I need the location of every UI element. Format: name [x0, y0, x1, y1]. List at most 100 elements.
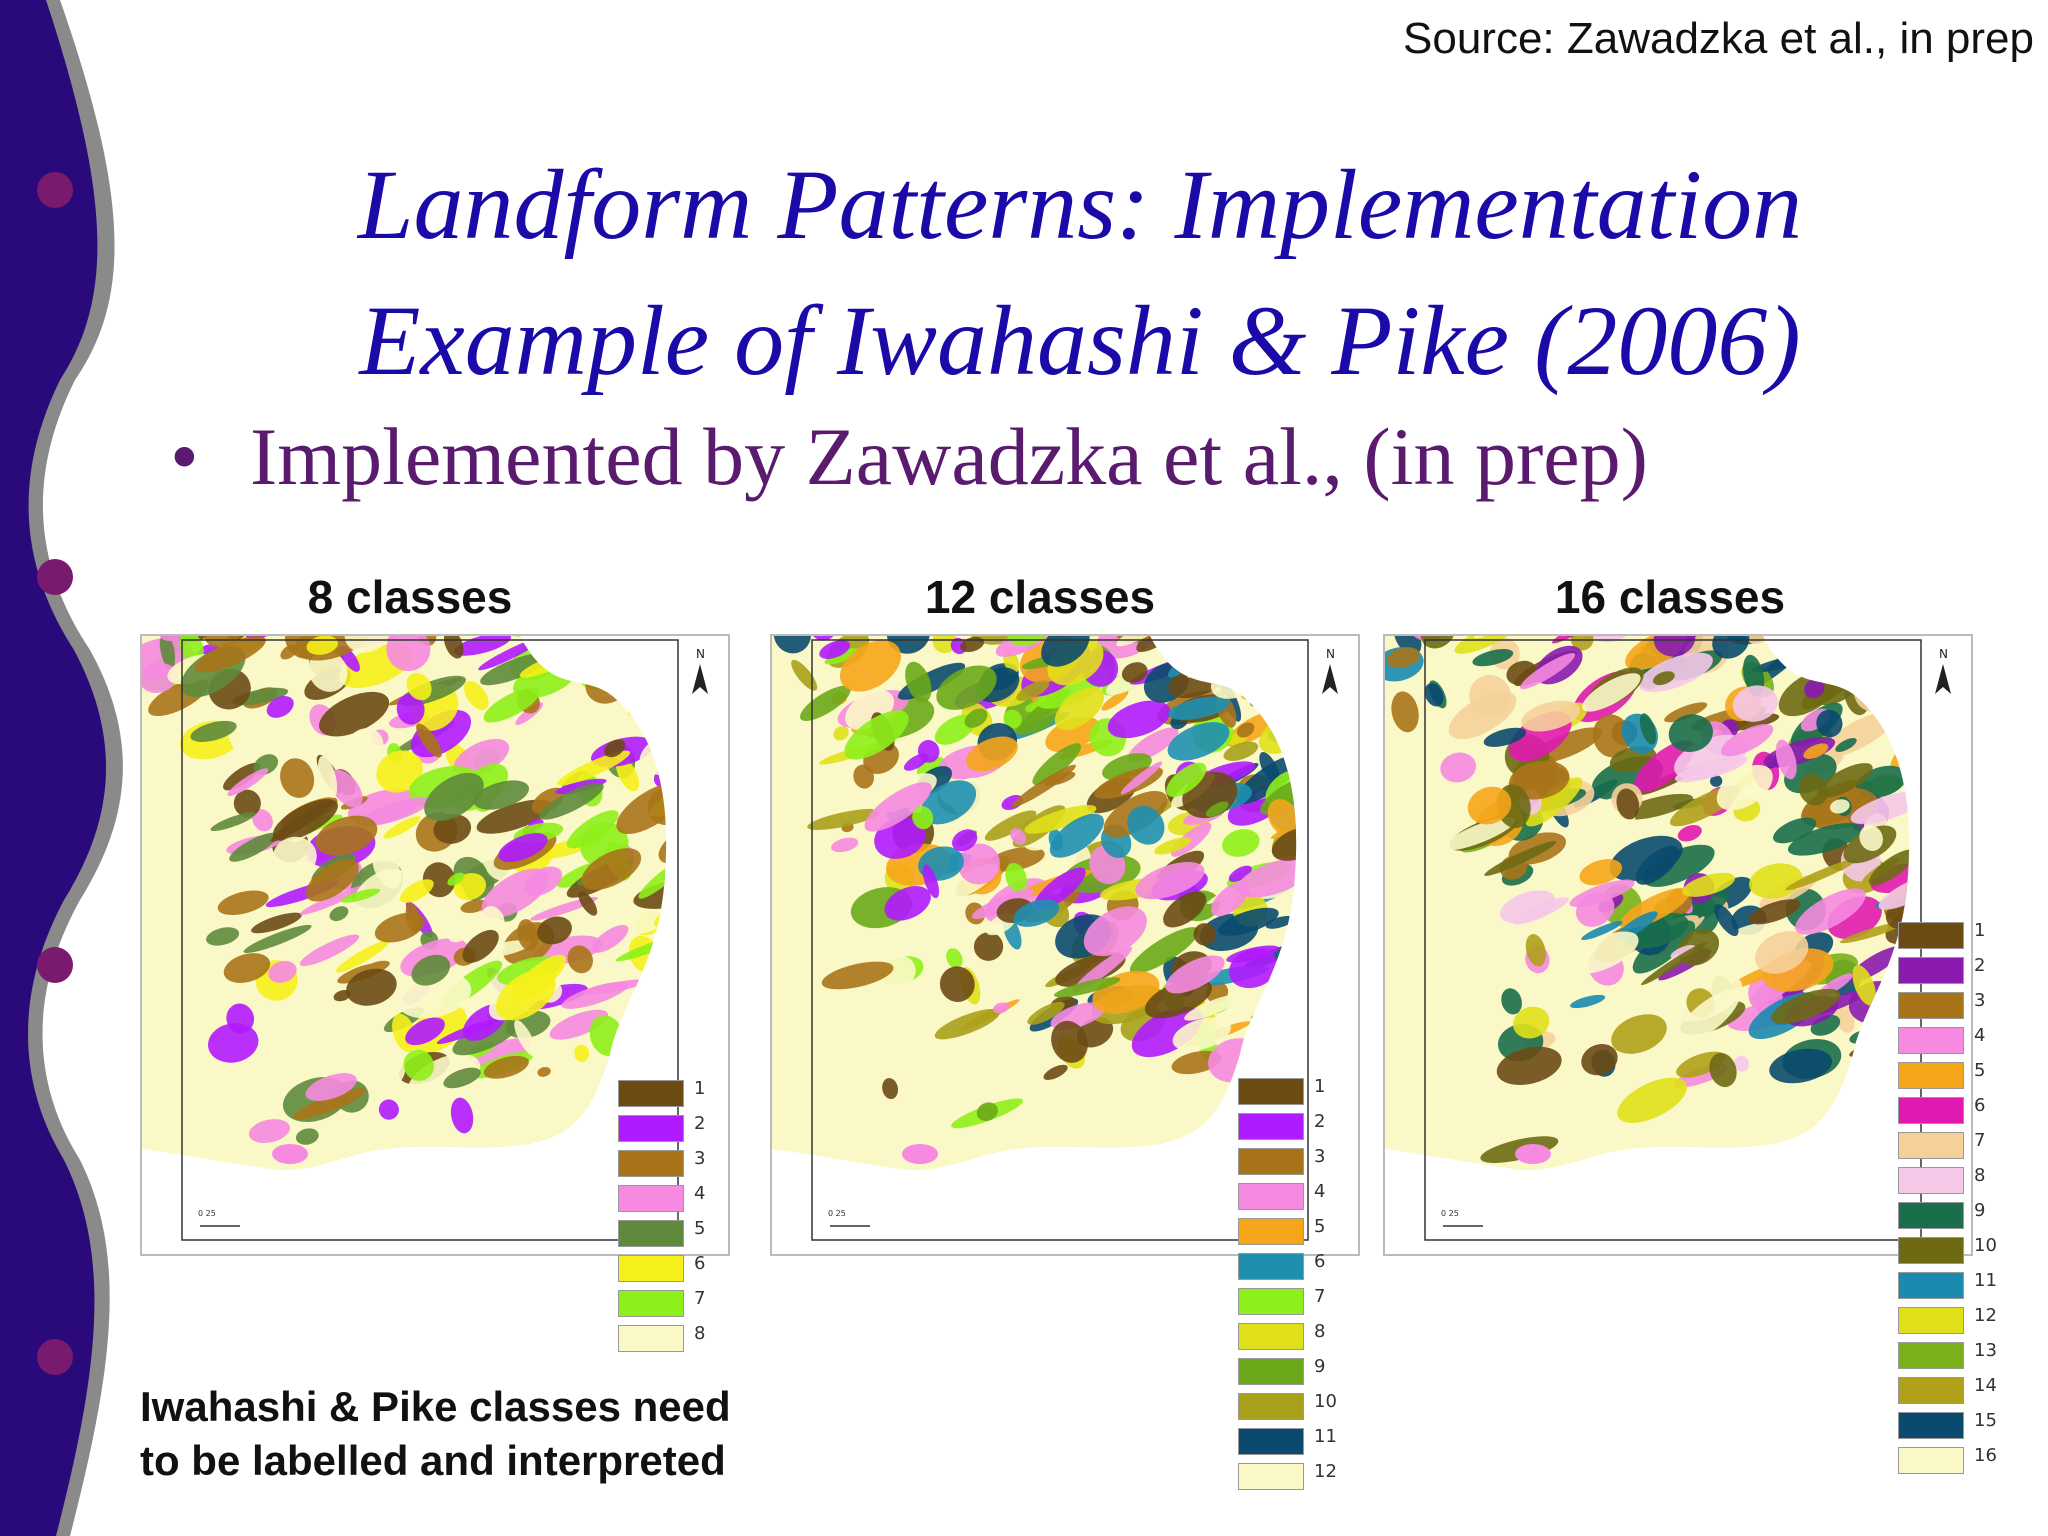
land-patch — [206, 927, 240, 946]
land-patch — [824, 648, 860, 665]
land-patch — [1167, 722, 1230, 761]
land-patch — [1769, 1048, 1833, 1084]
land-patch — [1236, 754, 1297, 804]
bullet-point: • Implemented by Zawadzka et al., (in pre… — [170, 410, 1648, 504]
scale-label: 0 25 — [1441, 1209, 1459, 1218]
land-patch — [973, 932, 1004, 961]
land-patch — [966, 1029, 988, 1067]
land-patch — [1525, 777, 1583, 827]
map-neatline — [811, 639, 1309, 1241]
land-patch — [447, 920, 472, 943]
legend-swatch — [1898, 1097, 1964, 1124]
note-line-2: to be labelled and interpreted — [140, 1437, 726, 1484]
land-patch — [791, 659, 818, 691]
legend-swatch — [1898, 1412, 1964, 1439]
legend-swatch — [1238, 1218, 1304, 1245]
land-patch — [561, 981, 629, 1009]
land-patch — [1653, 636, 1696, 657]
sidebar-dot — [37, 559, 73, 595]
land-patch — [510, 737, 583, 772]
land-patch — [1483, 727, 1527, 747]
land-patch — [436, 1019, 498, 1045]
land-patch — [447, 872, 465, 886]
land-patch — [253, 754, 279, 775]
land-patch — [403, 1049, 435, 1081]
land-patch — [1211, 881, 1250, 917]
legend-label: 11 — [1974, 1270, 1997, 1291]
land-patch — [1443, 816, 1516, 851]
land-patch — [1129, 927, 1199, 974]
land-patch — [517, 919, 539, 951]
land-patch — [934, 1008, 1001, 1040]
bullet-marker: • — [170, 411, 199, 502]
legend-label: 7 — [694, 1288, 706, 1309]
land-patch — [951, 829, 978, 852]
north-arrow-icon — [692, 664, 708, 694]
land-patch — [819, 640, 851, 660]
land-patch — [591, 924, 629, 953]
land-patch — [406, 672, 432, 701]
land-patch — [566, 810, 619, 849]
land-patch — [1581, 920, 1623, 941]
land-patch — [208, 1023, 259, 1063]
land-patch — [411, 954, 451, 986]
land-patch — [299, 885, 367, 915]
land-patch — [1732, 685, 1778, 722]
land-patch — [1044, 771, 1076, 786]
land-patch — [496, 969, 556, 1021]
land-patch — [1051, 1020, 1088, 1063]
land-patch — [939, 966, 975, 1002]
land-patch — [416, 723, 442, 758]
land-patch — [1520, 653, 1576, 690]
land-patch — [1222, 829, 1260, 857]
land-patch — [1121, 662, 1148, 683]
legend-label: 7 — [1314, 1286, 1326, 1307]
land-patch — [483, 1055, 529, 1079]
land-patch — [1710, 775, 1723, 787]
legend-label: 7 — [1974, 1130, 1986, 1151]
land-patch — [864, 782, 932, 832]
land-patch — [853, 764, 875, 789]
land-patch — [932, 636, 958, 654]
land-patch — [329, 769, 363, 808]
land-patch — [1120, 761, 1163, 795]
legend-swatch — [1238, 1288, 1304, 1315]
north-label: N — [1326, 647, 1335, 661]
land-patch — [1745, 636, 1769, 644]
land-patch — [1859, 825, 1883, 852]
land-patch — [229, 832, 278, 862]
land-patch — [1127, 805, 1165, 845]
land-patch — [433, 813, 472, 844]
legend-swatch — [1238, 1183, 1304, 1210]
land-patch — [1817, 763, 1873, 798]
land-patch — [1570, 994, 1606, 1009]
land-patch — [453, 636, 511, 656]
land-patch — [378, 1099, 399, 1120]
scale-label: 0 25 — [828, 1209, 846, 1218]
land-patch — [1184, 994, 1242, 1021]
land-patch — [1016, 680, 1050, 701]
map-frame — [1383, 634, 1973, 1256]
land-patch — [1609, 835, 1683, 882]
land-patch — [295, 1128, 319, 1145]
land-patch — [1755, 931, 1809, 974]
land-patch — [1664, 702, 1708, 723]
land-patch — [946, 948, 963, 969]
land-patch — [1513, 1006, 1550, 1039]
land-patch — [1454, 636, 1519, 654]
legend-swatch — [618, 1220, 684, 1247]
legend-swatch — [618, 1290, 684, 1317]
map-frame — [140, 634, 730, 1256]
land-patch — [1788, 823, 1863, 856]
land-patch — [773, 636, 811, 654]
land-patch — [1771, 988, 1841, 1024]
land-patch — [1010, 828, 1026, 845]
land-patch — [523, 866, 563, 896]
land-patch — [1265, 915, 1294, 929]
legend-label: 9 — [1314, 1356, 1326, 1377]
land-patch — [537, 916, 572, 945]
legend-label: 15 — [1974, 1410, 1997, 1431]
land-patch — [1579, 859, 1623, 886]
legend-label: 1 — [1974, 920, 1986, 941]
land-patch — [1236, 722, 1255, 738]
